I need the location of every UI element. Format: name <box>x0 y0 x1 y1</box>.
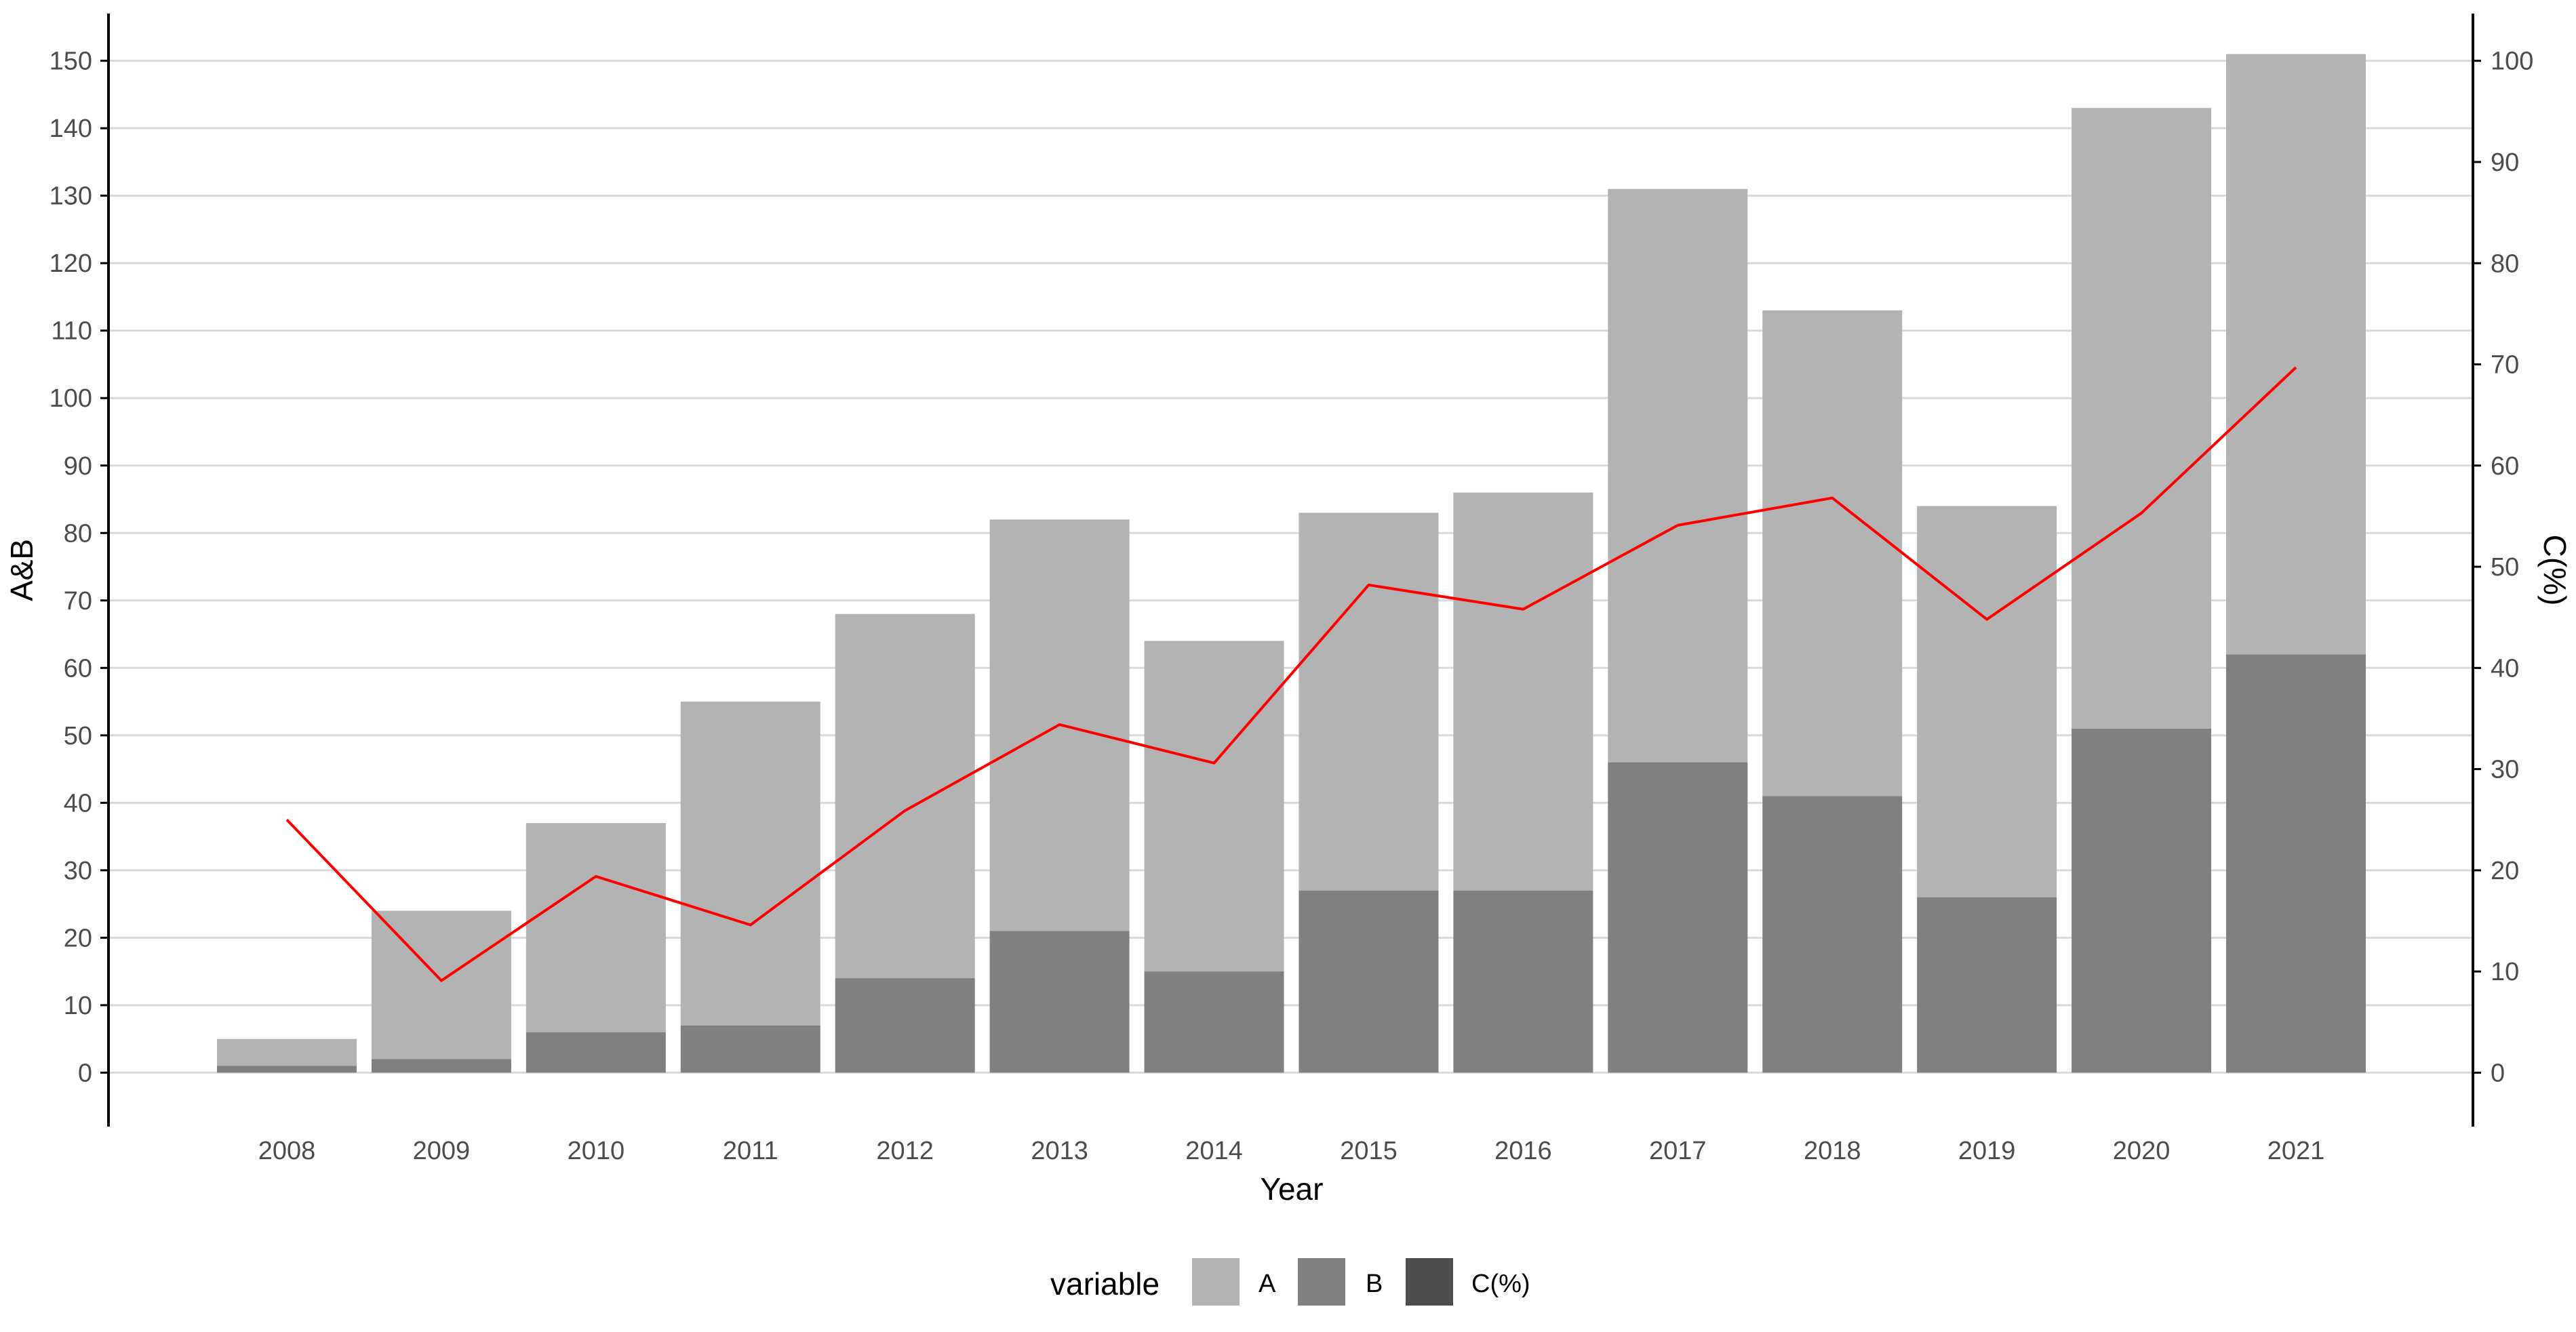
bar-b-2009 <box>371 1059 511 1073</box>
label-layer: Year A&B C(%) <box>4 535 2573 1207</box>
x-tick-label: 2021 <box>2267 1137 2325 1165</box>
bar-a-2016 <box>1453 492 1593 891</box>
left-tick-label: 150 <box>49 47 92 76</box>
bar-b-2020 <box>2072 728 2212 1073</box>
x-tick-label: 2013 <box>1031 1137 1088 1165</box>
x-tick-label: 2010 <box>568 1137 625 1165</box>
x-tick-label: 2015 <box>1340 1137 1398 1165</box>
right-tick-label: 80 <box>2491 249 2519 278</box>
bar-b-2017 <box>1608 762 1748 1073</box>
bar-a-2012 <box>835 613 975 979</box>
x-tick-label: 2020 <box>2113 1137 2171 1165</box>
bar-a-2009 <box>371 910 511 1059</box>
bar-a-2014 <box>1144 641 1284 972</box>
bar-a-2008 <box>217 1038 357 1066</box>
x-tick-label: 2018 <box>1804 1137 1861 1165</box>
bar-b-2013 <box>989 931 1130 1073</box>
x-tick-label: 2009 <box>413 1137 471 1165</box>
legend-swatch-c <box>1406 1258 1453 1306</box>
right-tick-label: 40 <box>2491 654 2519 683</box>
legend-item-a: A <box>1192 1258 1276 1306</box>
bar-a-2015 <box>1299 512 1439 891</box>
left-tick-label: 100 <box>49 384 92 413</box>
right-tick-label: 100 <box>2491 47 2533 76</box>
x-tick-label: 2016 <box>1494 1137 1552 1165</box>
bar-b-2014 <box>1144 971 1284 1073</box>
legend-title: variable <box>1050 1266 1160 1301</box>
bar-b-2010 <box>526 1032 666 1073</box>
bar-layer <box>217 54 2366 1073</box>
x-tick-label: 2008 <box>258 1137 316 1165</box>
legend: variable A B C(%) <box>1050 1258 1530 1306</box>
legend-swatch-b <box>1298 1258 1345 1306</box>
legend-swatch-a <box>1192 1258 1240 1306</box>
right-tick-label: 70 <box>2491 351 2519 380</box>
bar-b-2011 <box>680 1025 820 1073</box>
bar-b-2012 <box>835 978 975 1073</box>
line-c-percent <box>285 366 2297 982</box>
bar-a-2021 <box>2226 54 2366 655</box>
right-tick-label: 90 <box>2491 148 2519 177</box>
legend-label-b: B <box>1366 1270 1383 1298</box>
left-tick-label: 110 <box>51 317 92 346</box>
left-tick-label: 140 <box>49 115 92 143</box>
left-tick-label: 130 <box>49 182 92 211</box>
x-tick-label: 2017 <box>1649 1137 1707 1165</box>
bar-a-2011 <box>680 702 820 1026</box>
right-tick-label: 50 <box>2491 553 2519 582</box>
right-tick-label: 10 <box>2491 958 2519 986</box>
left-tick-label: 120 <box>49 249 92 278</box>
legend-label-a: A <box>1259 1270 1276 1298</box>
axis-layer: 0 10 20 30 40 50 60 70 80 90 100 110 120 130 140 150 0 10… <box>49 14 2533 1165</box>
left-tick-label: 10 <box>64 992 92 1020</box>
bar-b-2015 <box>1299 890 1439 1073</box>
left-y-axis-label: A&B <box>4 539 39 601</box>
bar-b-2018 <box>1762 796 1903 1073</box>
left-tick-label: 40 <box>64 789 92 818</box>
left-tick-label: 30 <box>64 857 92 885</box>
x-tick-label: 2014 <box>1185 1137 1243 1165</box>
x-tick-label: 2012 <box>876 1137 934 1165</box>
legend-item-c: C(%) <box>1406 1258 1530 1306</box>
left-tick-label: 80 <box>64 519 92 548</box>
x-axis-label: Year <box>1261 1171 1324 1207</box>
bar-b-2019 <box>1917 897 2057 1073</box>
bar-b-2008 <box>217 1066 357 1073</box>
legend-item-b: B <box>1298 1258 1383 1306</box>
right-y-axis-label: C(%) <box>2537 535 2573 606</box>
bar-a-2010 <box>526 823 666 1032</box>
x-tick-label: 2011 <box>723 1137 778 1165</box>
legend-label-c: C(%) <box>1471 1270 1530 1298</box>
right-tick-label: 0 <box>2491 1059 2505 1087</box>
bar-a-2018 <box>1762 310 1903 796</box>
bar-a-2019 <box>1917 506 2057 897</box>
left-tick-label: 0 <box>78 1059 92 1087</box>
left-tick-label: 90 <box>64 452 92 481</box>
bar-b-2021 <box>2226 654 2366 1073</box>
bar-a-2017 <box>1608 188 1748 763</box>
right-tick-label: 60 <box>2491 452 2519 481</box>
x-tick-label: 2019 <box>1958 1137 2016 1165</box>
left-tick-label: 50 <box>64 722 92 750</box>
bar-b-2016 <box>1453 890 1593 1073</box>
left-tick-label: 60 <box>64 654 92 683</box>
right-tick-label: 30 <box>2491 756 2519 784</box>
left-tick-label: 20 <box>64 924 92 952</box>
line-layer <box>285 366 2297 982</box>
bar-a-2020 <box>2072 108 2212 729</box>
right-tick-label: 20 <box>2491 857 2519 885</box>
left-tick-label: 70 <box>64 587 92 615</box>
